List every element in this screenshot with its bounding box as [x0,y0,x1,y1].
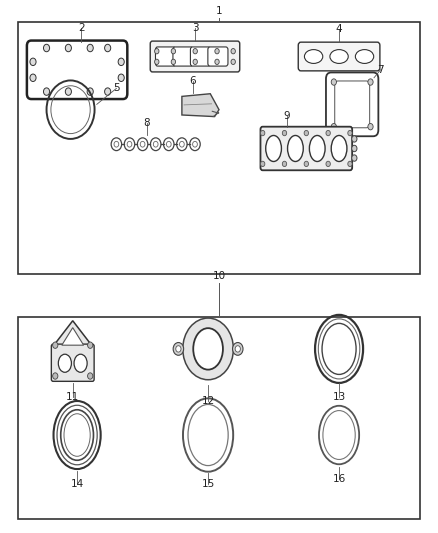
Circle shape [53,342,58,349]
Text: 2: 2 [78,23,85,34]
Circle shape [304,131,308,136]
FancyBboxPatch shape [191,47,211,66]
Text: 5: 5 [113,83,120,93]
Text: 13: 13 [332,392,346,402]
Ellipse shape [309,135,325,161]
Circle shape [171,59,176,64]
FancyBboxPatch shape [155,47,176,66]
Circle shape [261,131,265,136]
Text: 4: 4 [336,25,343,35]
Text: 15: 15 [201,479,215,489]
Text: 7: 7 [377,65,384,75]
Text: 9: 9 [283,111,290,121]
Text: 6: 6 [190,77,196,86]
FancyBboxPatch shape [298,42,380,71]
Circle shape [304,161,308,166]
Polygon shape [62,328,84,345]
Circle shape [105,88,111,95]
Circle shape [193,49,198,54]
Circle shape [283,131,287,136]
Circle shape [43,44,49,52]
Circle shape [183,318,233,379]
Circle shape [30,58,36,66]
Ellipse shape [304,50,323,63]
Text: 3: 3 [192,23,198,33]
Circle shape [30,74,36,82]
Circle shape [118,74,124,82]
Circle shape [105,44,111,52]
Ellipse shape [193,328,223,369]
Circle shape [331,79,336,85]
Circle shape [326,131,330,136]
FancyBboxPatch shape [261,127,352,170]
Circle shape [193,59,198,64]
Circle shape [326,161,330,166]
Circle shape [231,49,235,54]
Circle shape [233,343,243,356]
Circle shape [65,88,71,95]
Text: 14: 14 [71,479,84,489]
Circle shape [368,124,373,130]
Text: 8: 8 [144,118,150,128]
Circle shape [368,79,373,85]
Ellipse shape [74,354,87,372]
FancyBboxPatch shape [208,47,228,66]
Circle shape [43,88,49,95]
Circle shape [215,59,219,64]
Ellipse shape [330,50,348,63]
Ellipse shape [58,354,71,372]
FancyBboxPatch shape [173,47,193,66]
Circle shape [231,59,235,64]
Circle shape [118,58,124,66]
Circle shape [65,44,71,52]
Ellipse shape [355,50,374,63]
FancyBboxPatch shape [150,41,240,72]
Circle shape [331,124,336,130]
Text: 12: 12 [201,396,215,406]
Circle shape [352,155,357,161]
Circle shape [215,49,219,54]
Circle shape [352,136,357,142]
Circle shape [176,346,181,352]
Text: 16: 16 [332,474,346,484]
Circle shape [352,146,357,152]
Ellipse shape [266,135,282,161]
Circle shape [155,49,159,54]
Ellipse shape [331,135,347,161]
Circle shape [87,88,93,95]
Circle shape [348,161,352,166]
Text: 1: 1 [215,5,223,15]
Ellipse shape [288,135,303,161]
Text: 11: 11 [66,392,79,402]
Circle shape [173,343,184,356]
Circle shape [53,373,58,379]
Polygon shape [182,94,219,117]
Circle shape [348,131,352,136]
Bar [18,22,420,274]
Circle shape [87,44,93,52]
Circle shape [88,373,93,379]
Circle shape [235,346,240,352]
FancyBboxPatch shape [51,344,94,381]
Circle shape [171,49,176,54]
Circle shape [283,161,287,166]
Text: 10: 10 [212,271,226,281]
Circle shape [88,342,93,349]
Circle shape [155,59,159,64]
Bar [18,317,420,519]
Circle shape [261,161,265,166]
Polygon shape [53,321,92,346]
